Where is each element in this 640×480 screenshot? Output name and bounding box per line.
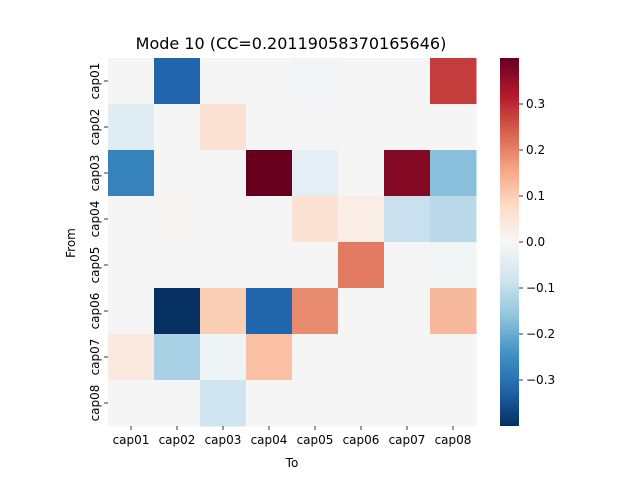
heatmap-cell — [292, 104, 339, 151]
heatmap-cell — [108, 196, 155, 243]
heatmap-cell — [200, 380, 247, 427]
heatmap-cell — [430, 58, 477, 105]
heatmap-cell — [292, 334, 339, 381]
heatmap-cell — [338, 334, 385, 381]
colorbar-ticks: 0.3 0.2 0.1 0.0 −0.1 −0.2 −0.3 — [519, 97, 555, 387]
x-tick-labels: cap01 cap02 cap03 cap04 cap05 cap06 cap07 cap08 — [113, 426, 472, 447]
heatmap-cell — [154, 334, 201, 381]
x-axis-label: To — [285, 456, 299, 470]
colorbar-tick-label: 0.2 — [526, 143, 545, 157]
heatmap-cell — [338, 150, 385, 197]
heatmap-cell — [246, 150, 293, 197]
y-tick-label: cap05 — [88, 247, 102, 284]
heatmap-cell — [338, 242, 385, 289]
heatmap-cell — [246, 196, 293, 243]
x-tick-label: cap08 — [435, 433, 472, 447]
chart-title: Mode 10 (CC=0.20119058370165646) — [136, 34, 447, 53]
colorbar-tick-label: 0.3 — [526, 97, 545, 111]
heatmap-cell — [384, 58, 431, 105]
x-tick-label: cap02 — [159, 433, 196, 447]
x-tick-label: cap04 — [251, 433, 288, 447]
heatmap-cell — [246, 242, 293, 289]
heatmap-cell — [154, 242, 201, 289]
heatmap-cell — [430, 242, 477, 289]
heatmap-cell — [292, 242, 339, 289]
heatmap-cell — [154, 58, 201, 105]
colorbar-tick-label: −0.1 — [526, 281, 555, 295]
colorbar-tick-label: −0.3 — [526, 373, 555, 387]
colorbar — [500, 58, 519, 426]
heatmap-cell — [430, 150, 477, 197]
heatmap-cell — [338, 104, 385, 151]
y-tick-label: cap06 — [88, 293, 102, 330]
heatmap-cell — [108, 150, 155, 197]
heatmap-cell — [246, 58, 293, 105]
heatmap-cell — [154, 196, 201, 243]
y-tick-label: cap04 — [88, 201, 102, 238]
heatmap-cell — [430, 334, 477, 381]
heatmap-cell — [430, 104, 477, 151]
heatmap-cell — [292, 288, 339, 335]
heatmap-cell — [108, 58, 155, 105]
heatmap-cell — [108, 104, 155, 151]
heatmap-cell — [200, 288, 247, 335]
heatmap-cell — [292, 380, 339, 427]
colorbar-tick-label: 0.1 — [526, 189, 545, 203]
x-tick-label: cap07 — [389, 433, 426, 447]
heatmap-cell — [200, 150, 247, 197]
heatmap-cell — [384, 288, 431, 335]
heatmap-cell — [154, 150, 201, 197]
heatmap-cell — [430, 196, 477, 243]
heatmap-cell — [384, 196, 431, 243]
heatmap-cell — [384, 380, 431, 427]
heatmap-cell — [338, 196, 385, 243]
heatmap-cell — [384, 242, 431, 289]
y-tick-label: cap02 — [88, 109, 102, 146]
heatmap-cell — [338, 288, 385, 335]
heatmap-cells — [108, 58, 477, 427]
y-tick-label: cap01 — [88, 63, 102, 100]
y-tick-label: cap03 — [88, 155, 102, 192]
heatmap-cell — [292, 150, 339, 197]
heatmap-cell — [154, 104, 201, 151]
x-tick-label: cap06 — [343, 433, 380, 447]
colorbar-tick-label: 0.0 — [526, 235, 545, 249]
heatmap-cell — [108, 380, 155, 427]
y-tick-label: cap07 — [88, 339, 102, 376]
heatmap-cell — [292, 58, 339, 105]
heatmap-cell — [384, 150, 431, 197]
heatmap-cell — [108, 334, 155, 381]
heatmap-cell — [430, 288, 477, 335]
heatmap-cell — [154, 380, 201, 427]
heatmap-cell — [246, 104, 293, 151]
y-tick-label: cap08 — [88, 385, 102, 422]
heatmap-cell — [384, 334, 431, 381]
heatmap-cell — [246, 334, 293, 381]
x-tick-label: cap01 — [113, 433, 150, 447]
heatmap-cell — [246, 288, 293, 335]
y-axis-label: From — [64, 228, 78, 258]
heatmap-cell — [200, 242, 247, 289]
y-tick-labels: cap01 cap02 cap03 cap04 cap05 cap06 cap07 cap08 — [88, 63, 108, 422]
x-tick-label: cap05 — [297, 433, 334, 447]
heatmap-cell — [200, 334, 247, 381]
heatmap-cell — [200, 104, 247, 151]
heatmap-cell — [108, 288, 155, 335]
x-tick-label: cap03 — [205, 433, 242, 447]
heatmap-cell — [246, 380, 293, 427]
colorbar-tick-label: −0.2 — [526, 327, 555, 341]
heatmap-cell — [108, 242, 155, 289]
heatmap-cell — [154, 288, 201, 335]
heatmap-cell — [200, 196, 247, 243]
heatmap-cell — [384, 104, 431, 151]
heatmap-cell — [200, 58, 247, 105]
heatmap-cell — [292, 196, 339, 243]
heatmap-cell — [430, 380, 477, 427]
heatmap-cell — [338, 380, 385, 427]
heatmap-cell — [338, 58, 385, 105]
